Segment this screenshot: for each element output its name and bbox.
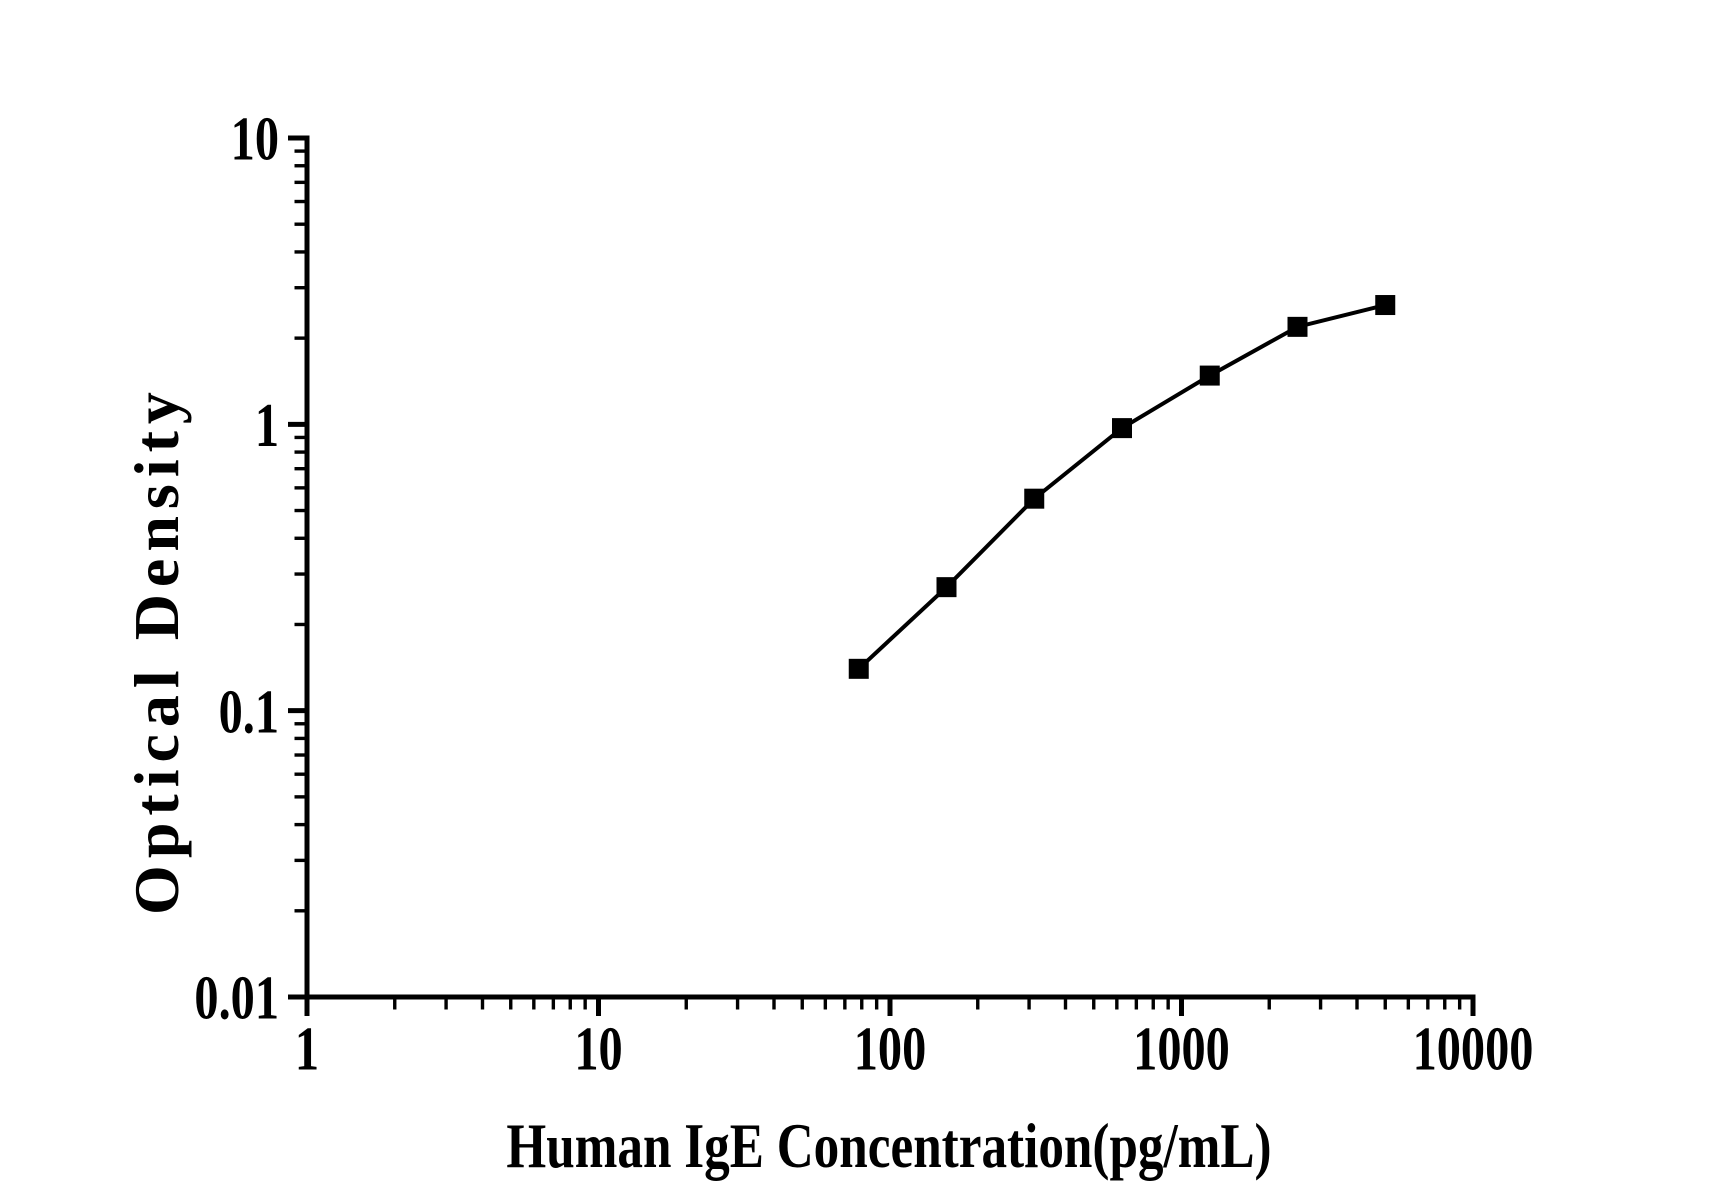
data-point-marker [1111,418,1132,439]
x-tick-label: 10 [574,1015,622,1084]
data-point-marker [936,577,957,598]
x-tick-label: 1 [295,1015,319,1084]
x-tick-label: 10000 [1413,1015,1534,1084]
data-point-marker [848,658,869,679]
data-point-marker [1375,295,1396,316]
series-line [857,303,1386,671]
y-axis-title: Optical Density [121,385,192,915]
y-tick-label: 10 [231,105,279,174]
x-tick-label: 1000 [1133,1015,1230,1084]
data-point-marker [1024,488,1045,509]
y-tick-label: 0.01 [194,964,279,1033]
y-tick-label: 0.1 [219,678,279,747]
x-axis-title: Human IgE Concentration(pg/mL) [506,1110,1272,1181]
data-point-marker [1199,365,1220,386]
y-tick-label: 1 [255,391,279,460]
x-tick-label: 100 [854,1015,927,1084]
data-point-marker [1287,316,1308,337]
